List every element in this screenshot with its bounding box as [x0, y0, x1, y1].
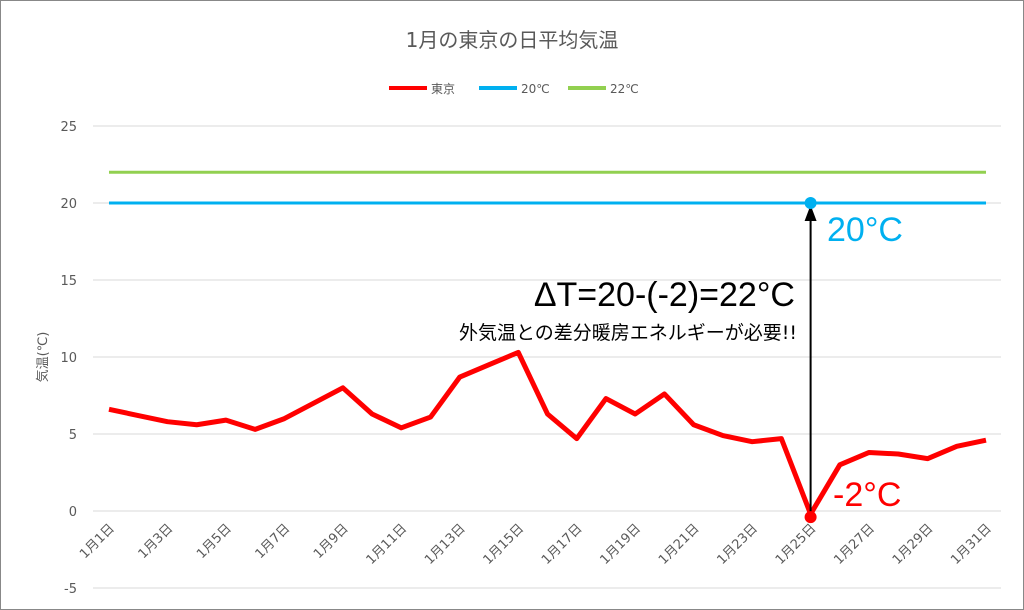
delta-label: ΔT=20-(-2)=22°C: [534, 276, 795, 314]
y-tick-label: -5: [64, 582, 77, 597]
legend-label: 20℃: [521, 82, 550, 96]
y-tick-label: 0: [69, 505, 77, 520]
x-tick-label: 1月15日: [481, 521, 528, 568]
high-point-marker: [804, 197, 817, 209]
high-label: 20°C: [827, 211, 903, 249]
legend: 東京 20℃ 22℃: [389, 82, 639, 96]
x-tick-label: 1月9日: [311, 521, 352, 562]
y-tick-label: 25: [60, 120, 77, 135]
x-tick-label: 1月13日: [422, 521, 469, 568]
x-tick-label: 1月5日: [194, 521, 235, 562]
low-point-marker: [804, 511, 817, 524]
x-tick-label: 1月25日: [773, 521, 820, 568]
legend-label: 22℃: [610, 82, 639, 96]
x-tick-label: 1月11日: [364, 521, 411, 568]
y-tick-label: 5: [69, 428, 77, 443]
legend-label: 東京: [431, 82, 455, 96]
x-tick-label: 1月19日: [597, 521, 644, 568]
x-tick-label: 1月21日: [656, 521, 703, 568]
low-label: -2°C: [833, 476, 901, 514]
x-tick-label: 1月31日: [948, 521, 995, 568]
x-tick-label: 1月27日: [831, 521, 878, 568]
x-tick-label: 1月7日: [253, 521, 294, 562]
x-tick-label: 1月23日: [714, 521, 761, 568]
note-label: 外気温との差分暖房エネルギーが必要!!: [459, 322, 797, 344]
x-tick-label: 1月1日: [77, 521, 118, 562]
y-tick-label: 20: [60, 197, 77, 212]
chart-title: 1月の東京の日平均気温: [406, 28, 619, 52]
arrow-head-icon: [804, 205, 817, 221]
y-tick-label: 15: [60, 274, 77, 289]
y-tick-label: 10: [60, 351, 77, 366]
y-axis-label: 気温(℃): [35, 332, 51, 383]
x-tick-label: 1月3日: [136, 521, 177, 562]
x-tick-label: 1月29日: [890, 521, 937, 568]
x-tick-label: 1月17日: [539, 521, 586, 568]
